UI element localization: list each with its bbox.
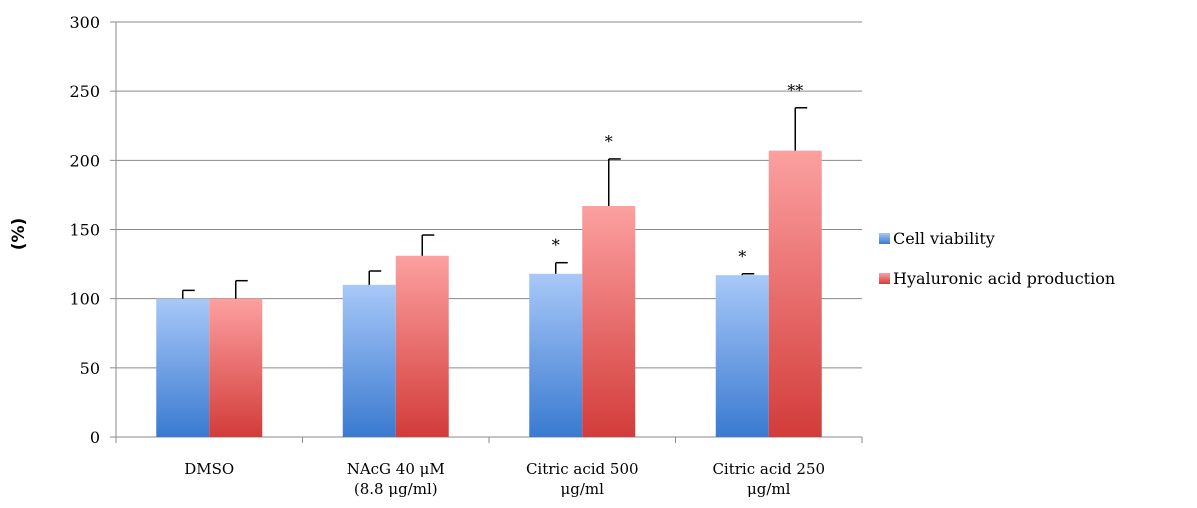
bars xyxy=(156,150,822,437)
y-tick-label-200: 200 xyxy=(69,151,100,170)
x-category-label-3-0: Citric acid 250 xyxy=(712,460,825,478)
x-category-label-1-0: NAcG 40 μM xyxy=(347,460,445,478)
bar-0-1 xyxy=(342,284,396,437)
x-category-label-3-1: μg/ml xyxy=(747,480,791,498)
y-tick-label-50: 50 xyxy=(80,359,100,378)
bar-1-0 xyxy=(209,298,263,437)
legend-label-0: Cell viability xyxy=(893,229,995,248)
legend-label-1: Hyaluronic acid production xyxy=(893,269,1115,288)
bar-0-0 xyxy=(156,298,210,437)
y-tick-label-300: 300 xyxy=(69,13,100,32)
y-tick-label-0: 0 xyxy=(90,428,100,447)
legend: Cell viability Hyaluronic acid production xyxy=(879,229,1115,288)
legend-swatch-0 xyxy=(879,233,890,244)
x-category-label-2-1: μg/ml xyxy=(561,480,605,498)
significance-0-3: * xyxy=(738,247,746,266)
legend-swatch-1 xyxy=(879,273,890,284)
significance-0-2: * xyxy=(552,236,560,255)
y-tick-label-150: 150 xyxy=(69,221,100,240)
bar-1-1 xyxy=(395,255,449,437)
significance-1-3: ** xyxy=(787,81,803,100)
x-category-labels: DMSO NAcG 40 μM (8.8 μg/ml) Citric acid 500… xyxy=(184,460,825,498)
bar-0-2 xyxy=(529,273,583,437)
y-tick-label-100: 100 xyxy=(69,290,100,309)
x-category-label-0-0: DMSO xyxy=(184,460,234,478)
significance-markers: ***** xyxy=(552,81,804,266)
significance-1-2: * xyxy=(605,132,613,151)
y-tick-labels: 0 50 100 150 200 250 300 xyxy=(69,13,100,447)
y-tick-label-250: 250 xyxy=(69,82,100,101)
x-category-label-2-0: Citric acid 500 xyxy=(526,460,639,478)
bar-1-3 xyxy=(768,150,822,437)
y-axis-label: (%) xyxy=(9,218,29,251)
bar-1-2 xyxy=(582,205,636,437)
bar-0-3 xyxy=(715,275,769,437)
error-bars xyxy=(182,107,808,299)
x-category-label-1-1: (8.8 μg/ml) xyxy=(354,480,438,498)
